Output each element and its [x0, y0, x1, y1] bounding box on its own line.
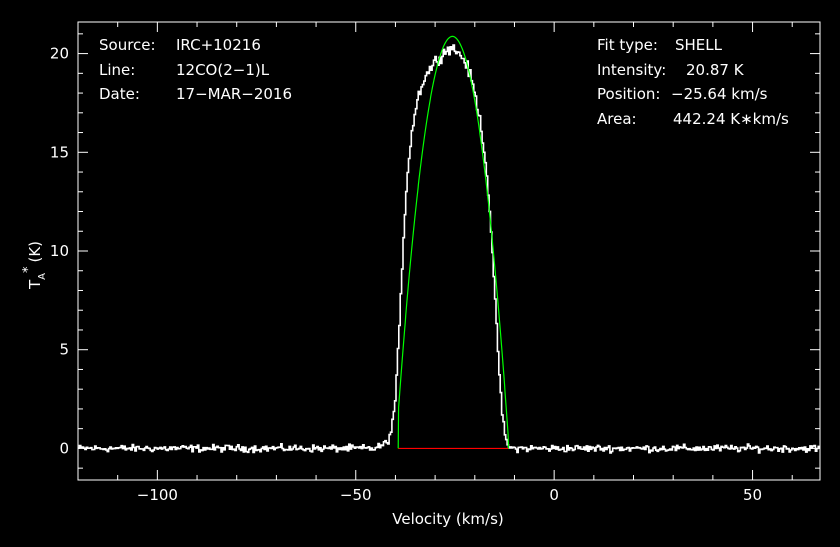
shell-fit-curve: [397, 35, 510, 449]
y-tick-label: 0: [59, 439, 69, 457]
area-key: Area:: [597, 110, 637, 128]
area-value: 442.24 K∗km/s: [673, 110, 789, 128]
position-value: −25.64 km/s: [671, 85, 768, 103]
x-tick-label: −100: [137, 486, 178, 504]
y-axis-unit: (K): [26, 241, 44, 263]
fit-type-key: Fit type:: [597, 36, 658, 54]
date-value: 17−MAR−2016: [176, 85, 292, 103]
fit-type-value: SHELL: [675, 36, 723, 54]
position-key: Position:: [597, 85, 660, 103]
source-key: Source:: [99, 36, 156, 54]
y-tick-label: 20: [50, 45, 69, 63]
series-layer: [78, 35, 821, 454]
info-left-block: Source: IRC+10216 Line: 12CO(2−1)L Date:…: [99, 36, 292, 103]
axis-ticks: −100 −50 0 50 0 5 10 15 20: [50, 22, 820, 504]
intensity-value: 20.87 K: [686, 61, 745, 79]
y-axis-symbol: T: [26, 279, 44, 290]
x-axis-label: Velocity (km/s): [392, 510, 503, 528]
x-tick-label: 0: [549, 486, 559, 504]
intensity-key: Intensity:: [597, 61, 666, 79]
x-tick-label: 50: [743, 486, 762, 504]
y-tick-label: 5: [59, 341, 69, 359]
y-axis-label: TA* (K): [21, 241, 48, 290]
line-value: 12CO(2−1)L: [176, 61, 270, 79]
line-key: Line:: [99, 61, 135, 79]
observed-spectrum-line: [78, 44, 821, 454]
y-tick-label: 15: [50, 143, 69, 161]
date-key: Date:: [99, 85, 140, 103]
x-tick-label: −50: [340, 486, 372, 504]
source-value: IRC+10216: [176, 36, 261, 54]
info-right-block: Fit type: SHELL Intensity: 20.87 K Posit…: [597, 36, 789, 128]
y-axis-subscript: A: [37, 273, 48, 280]
y-axis-superscript: *: [21, 266, 36, 273]
y-tick-label: 10: [50, 242, 69, 260]
svg-text:TA*(K): TA* (K): [21, 241, 48, 290]
